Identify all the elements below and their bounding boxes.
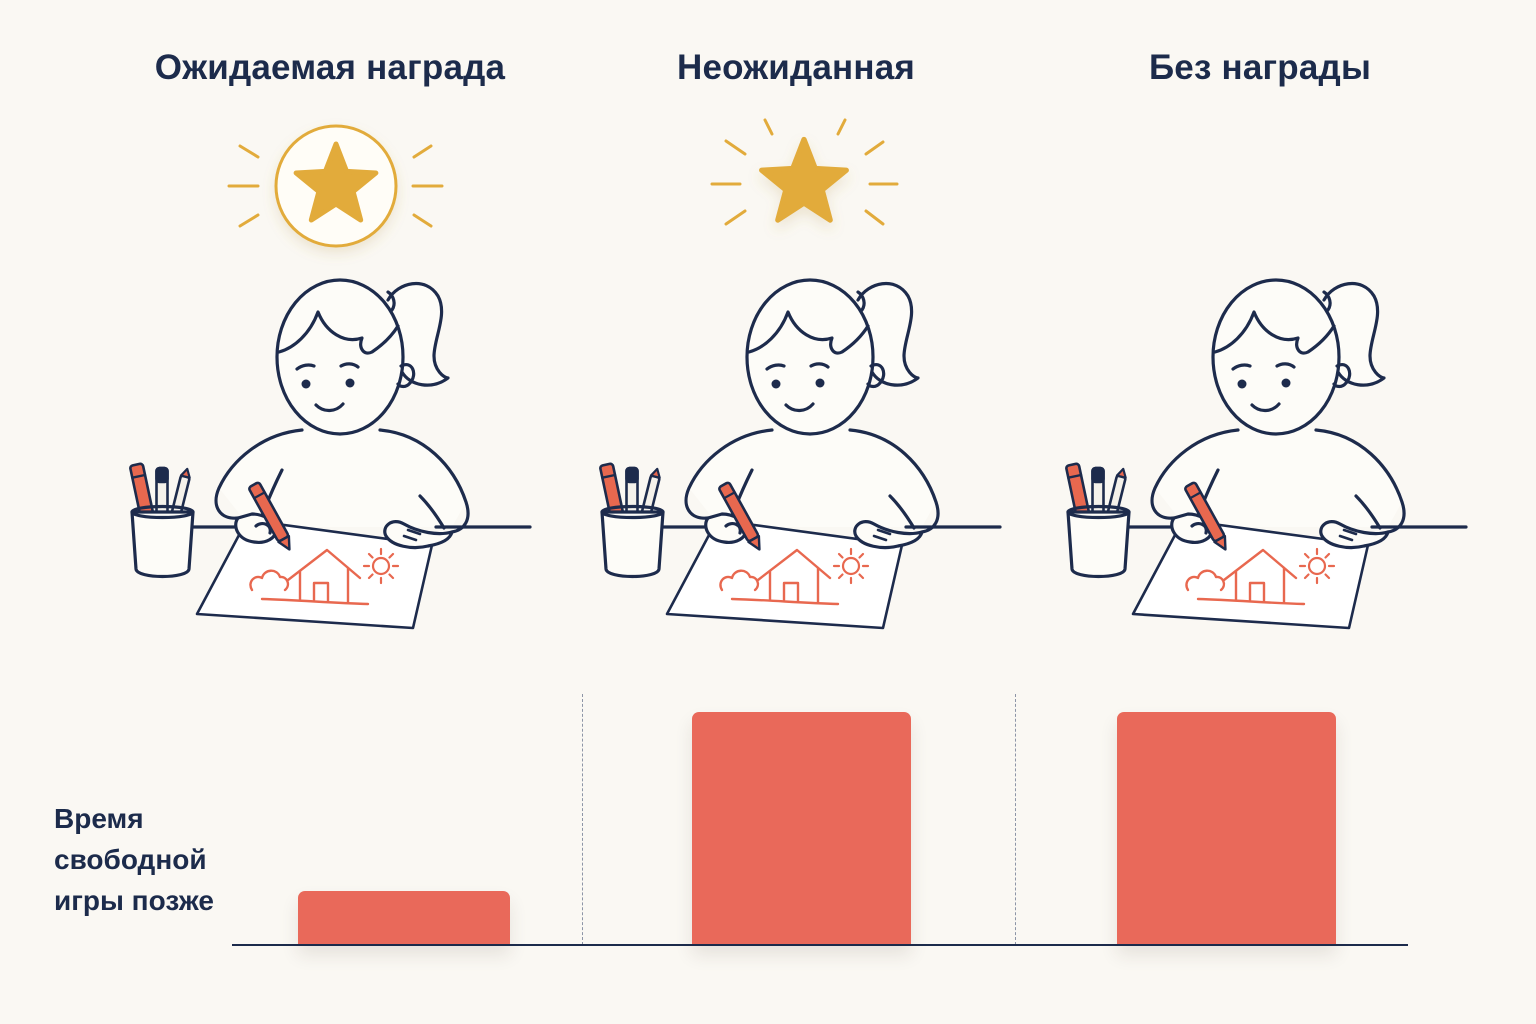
star-rays [710,118,899,226]
child-drawing-icon-2 [598,278,1002,630]
panel-separator-1 [582,694,583,945]
star-rays [227,144,444,228]
y-axis-label: Время свободной игры позже [54,803,214,916]
child-drawing-icon-3 [1064,278,1468,630]
title-no-reward: Без награды [1148,48,1372,87]
star-in-circle-icon [227,124,444,248]
bar-1 [298,891,510,945]
title-expected-reward: Ожидаемая награда [154,48,506,87]
title-unexpected-reward: Неожиданная [676,48,916,87]
shining-star-icon [710,118,899,226]
bar-2 [692,712,911,945]
bar-3 [1117,712,1336,945]
child-drawing-icon-1 [128,278,532,630]
panel-separator-2 [1015,694,1016,945]
chart-baseline [232,944,1408,946]
